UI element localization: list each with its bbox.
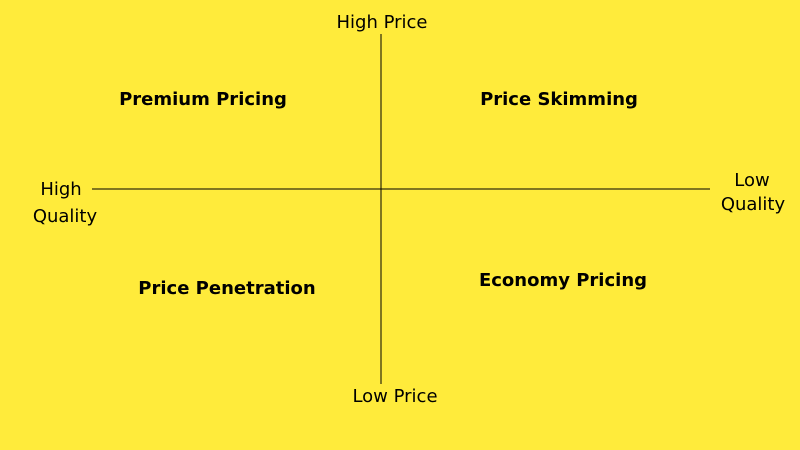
quadrant-label: Price Skimming — [480, 89, 638, 110]
axis-label-bottom: Low Price — [352, 386, 437, 407]
axis-label-top: High Price — [336, 12, 427, 33]
quadrant-label: Premium Pricing — [119, 89, 287, 110]
quadrant-label: Economy Pricing — [479, 270, 647, 291]
axis-label-right: Low — [734, 170, 769, 191]
axis-label-left: Quality — [33, 206, 98, 227]
quadrant-label: Price Penetration — [138, 278, 315, 299]
axis-label-right: Quality — [721, 194, 786, 215]
axis-label-left: High — [40, 179, 81, 200]
